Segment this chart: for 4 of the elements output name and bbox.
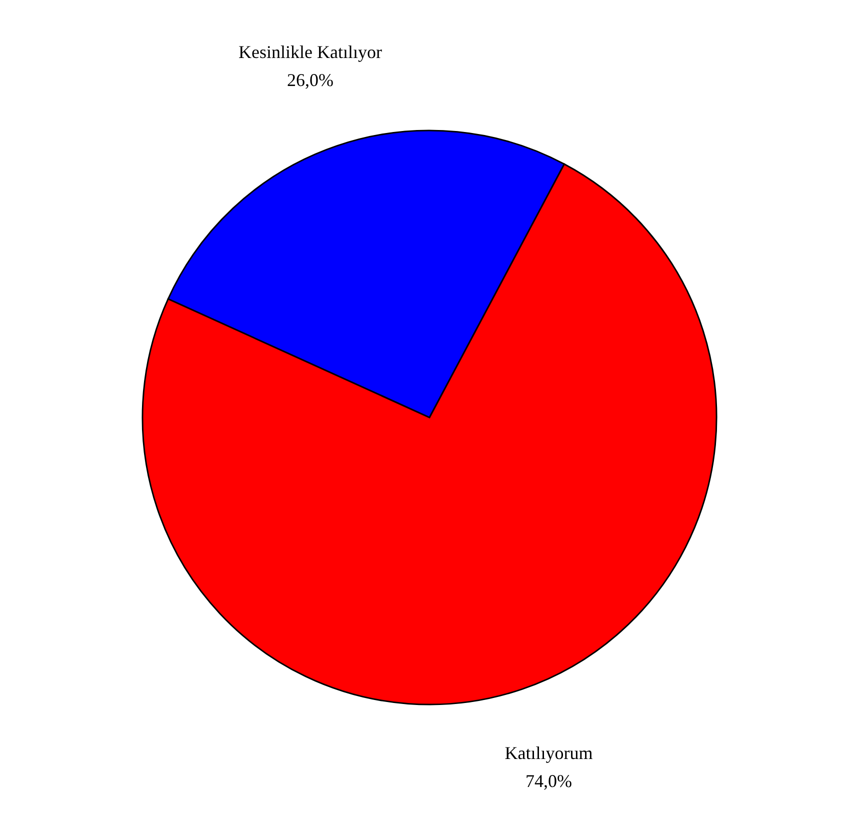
data-label: 74,0% — [525, 770, 572, 791]
data-label: 26,0% — [287, 70, 334, 90]
slice-label: Katılıyorum — [504, 742, 593, 763]
slice-label: Kesinlikle Katılıyor — [238, 42, 382, 62]
